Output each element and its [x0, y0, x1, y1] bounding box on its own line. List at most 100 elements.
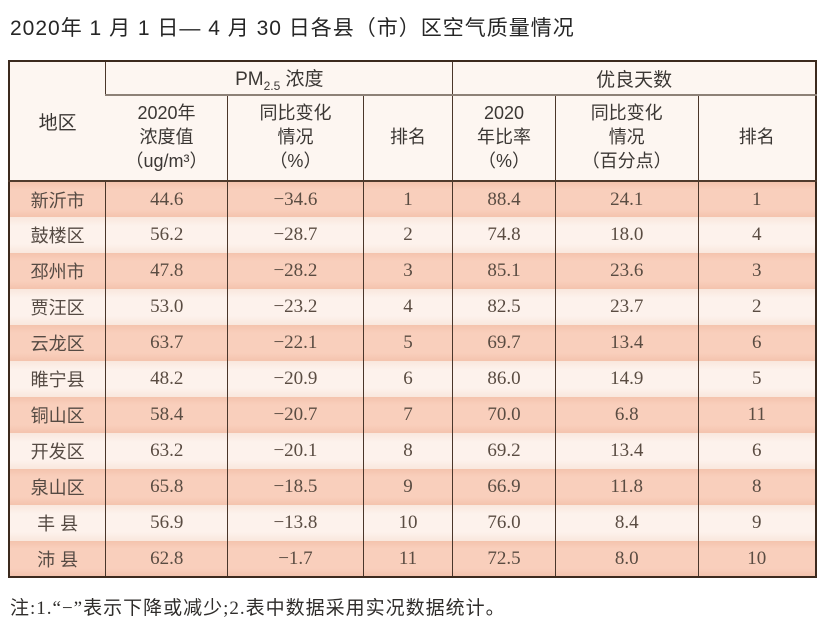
value-cell: 1 [697, 181, 816, 217]
table-row: 新沂市 44.6 −34.6 1 88.4 24.1 1 [9, 181, 816, 217]
table-row: 沛 县 62.8 −1.7 11 72.5 8.0 10 [9, 541, 816, 577]
value-cell: −34.6 [227, 181, 364, 217]
value-cell: 85.1 [452, 253, 556, 289]
region-cell: 云龙区 [9, 325, 106, 361]
value-cell: 4 [362, 289, 453, 325]
value-cell: 66.9 [452, 469, 556, 505]
table-row: 睢宁县 48.2 −20.9 6 86.0 14.9 5 [9, 361, 816, 397]
value-cell: 11 [697, 397, 816, 433]
value-cell: 9 [697, 505, 816, 541]
table-row: 铜山区 58.4 −20.7 7 70.0 6.8 11 [9, 397, 816, 433]
region-cell: 鼓楼区 [9, 217, 106, 253]
value-cell: 72.5 [452, 541, 556, 577]
column-header-gooddays-rate: 2020 年比率 （%） [452, 95, 556, 182]
table-row: 开发区 63.2 −20.1 8 69.2 13.4 6 [9, 433, 816, 469]
value-cell: 74.8 [452, 217, 556, 253]
value-cell: 63.2 [105, 433, 228, 469]
value-cell: 24.1 [554, 181, 699, 217]
value-cell: 10 [697, 541, 816, 577]
table-body: 新沂市 44.6 −34.6 1 88.4 24.1 1 鼓楼区 56.2 −28.7 2 74.8 1… [9, 181, 816, 577]
value-cell: −22.1 [227, 325, 364, 361]
value-cell: −28.7 [227, 217, 364, 253]
region-cell: 贾汪区 [9, 289, 106, 325]
value-cell: −13.8 [227, 505, 364, 541]
column-group-pm25: PM2.5 浓度 [105, 61, 453, 96]
value-cell: 2 [362, 217, 453, 253]
page-title: 2020年 1 月 1 日— 4 月 30 日各县（市）区空气质量情况 [10, 17, 575, 40]
region-cell: 开发区 [9, 433, 106, 469]
value-cell: 8 [697, 469, 816, 505]
table-row: 鼓楼区 56.2 −28.7 2 74.8 18.0 4 [9, 217, 816, 253]
value-cell: 53.0 [105, 289, 228, 325]
value-cell: 5 [697, 361, 816, 397]
region-cell: 丰 县 [9, 505, 106, 541]
value-cell: 23.6 [554, 253, 699, 289]
value-cell: 76.0 [452, 505, 556, 541]
air-quality-table: 地区 PM2.5 浓度 优良天数 2020年 浓度值 （ug/m³） 同比变化 … [8, 60, 817, 578]
value-cell: −20.7 [227, 397, 364, 433]
value-cell: 13.4 [554, 325, 699, 361]
value-cell: 69.2 [452, 433, 556, 469]
value-cell: 1 [362, 181, 453, 217]
value-cell: 7 [362, 397, 453, 433]
value-cell: 3 [362, 253, 453, 289]
column-header-gooddays-change: 同比变化 情况 （百分点） [554, 95, 699, 182]
header-sub-row: 2020年 浓度值 （ug/m³） 同比变化 情况 （%） 排名 2020 年比… [9, 95, 816, 182]
value-cell: 56.2 [105, 217, 228, 253]
pm25-label-subscript: 2.5 [263, 78, 281, 93]
region-cell: 睢宁县 [9, 361, 106, 397]
value-cell: 6 [697, 325, 816, 361]
value-cell: 65.8 [105, 469, 228, 505]
value-cell: 8.4 [554, 505, 699, 541]
region-cell: 新沂市 [9, 181, 106, 217]
value-cell: 70.0 [452, 397, 556, 433]
column-header-gooddays-rank: 排名 [697, 95, 816, 182]
value-cell: 8.0 [554, 541, 699, 577]
value-cell: 10 [362, 505, 453, 541]
value-cell: 6.8 [554, 397, 699, 433]
table-header: 地区 PM2.5 浓度 优良天数 2020年 浓度值 （ug/m³） 同比变化 … [9, 61, 816, 182]
value-cell: −28.2 [227, 253, 364, 289]
value-cell: 8 [362, 433, 453, 469]
value-cell: 44.6 [105, 181, 228, 217]
value-cell: −1.7 [227, 541, 364, 577]
column-header-pm25-value: 2020年 浓度值 （ug/m³） [105, 95, 228, 182]
column-header-pm25-change: 同比变化 情况 （%） [227, 95, 364, 182]
value-cell: 56.9 [105, 505, 228, 541]
region-cell: 铜山区 [9, 397, 106, 433]
value-cell: 2 [697, 289, 816, 325]
table-row: 邳州市 47.8 −28.2 3 85.1 23.6 3 [9, 253, 816, 289]
pm25-label-prefix: PM [235, 68, 264, 90]
value-cell: 9 [362, 469, 453, 505]
value-cell: 13.4 [554, 433, 699, 469]
value-cell: 18.0 [554, 217, 699, 253]
value-cell: 86.0 [452, 361, 556, 397]
value-cell: 11.8 [554, 469, 699, 505]
value-cell: −20.1 [227, 433, 364, 469]
value-cell: 88.4 [452, 181, 556, 217]
header-group-row: 地区 PM2.5 浓度 优良天数 [9, 61, 816, 182]
value-cell: 63.7 [105, 325, 228, 361]
value-cell: −18.5 [227, 469, 364, 505]
value-cell: 6 [362, 361, 453, 397]
value-cell: 4 [697, 217, 816, 253]
value-cell: 6 [697, 433, 816, 469]
value-cell: −23.2 [227, 289, 364, 325]
pm25-label-suffix: 浓度 [280, 68, 324, 90]
column-header-region: 地区 [9, 61, 106, 182]
value-cell: 62.8 [105, 541, 228, 577]
value-cell: 58.4 [105, 397, 228, 433]
value-cell: 48.2 [105, 361, 228, 397]
value-cell: 69.7 [452, 325, 556, 361]
value-cell: 3 [697, 253, 816, 289]
value-cell: 14.9 [554, 361, 699, 397]
value-cell: 82.5 [452, 289, 556, 325]
value-cell: −20.9 [227, 361, 364, 397]
value-cell: 11 [362, 541, 453, 577]
column-header-pm25-rank: 排名 [362, 95, 453, 182]
footnote: 注:1.“−”表示下降或减少;2.表中数据采用实况数据统计。 [10, 598, 506, 619]
region-cell: 邳州市 [9, 253, 106, 289]
column-group-good-days: 优良天数 [452, 61, 816, 96]
region-cell: 沛 县 [9, 541, 106, 577]
